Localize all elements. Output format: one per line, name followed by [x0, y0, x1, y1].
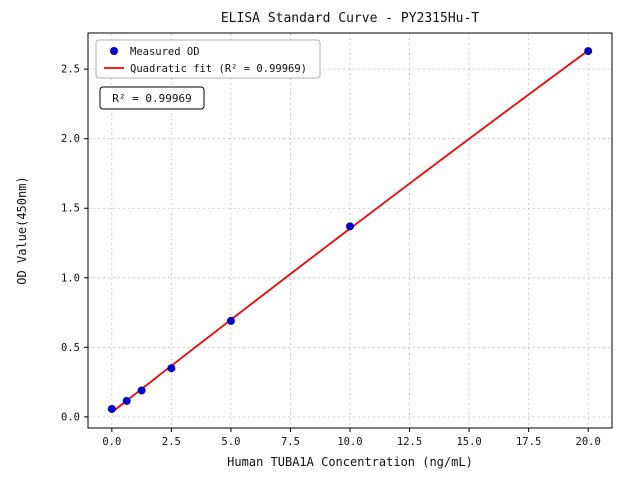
y-tick-label: 2.0: [61, 133, 80, 145]
x-tick-label: 2.5: [162, 436, 181, 448]
legend-label-quadratic-fit: Quadratic fit (R² = 0.99969): [130, 63, 307, 75]
data-point: [107, 404, 116, 413]
x-tick-label: 5.0: [221, 436, 240, 448]
x-tick-label: 20.0: [576, 436, 601, 448]
legend-label-measured-od: Measured OD: [130, 46, 200, 58]
data-point: [137, 386, 146, 395]
x-tick-label: 10.0: [337, 436, 362, 448]
chart-title: ELISA Standard Curve - PY2315Hu-T: [221, 11, 479, 26]
data-point: [346, 222, 354, 231]
data-point: [584, 47, 593, 56]
x-tick-label: 17.5: [516, 436, 541, 448]
legend-marker-measured-od: [110, 47, 118, 55]
y-tick-label: 0.5: [61, 342, 80, 354]
y-tick-label: 2.5: [61, 64, 80, 76]
data-point: [122, 396, 131, 405]
tick-labels: 0.0 2.5 5.0 7.5 10.0 12.5 15.0 17.5 20.0 0.0 0.5 1.…: [61, 64, 601, 448]
legend: Measured OD Quadratic fit (R² = 0.99969): [95, 39, 321, 79]
x-tick-label: 12.5: [397, 436, 422, 448]
x-tick-label: 0.0: [102, 436, 121, 448]
y-tick-label: 0.0: [61, 411, 80, 423]
y-tick-label: 1.0: [61, 272, 80, 284]
y-tick-label: 1.5: [61, 203, 80, 215]
measured-od-points: [107, 47, 593, 413]
x-tick-label: 15.0: [456, 436, 481, 448]
axis-ticks: [84, 68, 589, 432]
y-axis-label: OD Value(450nm): [15, 176, 29, 284]
r-squared-annotation: R² = 0.99969: [99, 86, 205, 110]
r-squared-text: R² = 0.99969: [112, 92, 191, 105]
data-point: [167, 364, 176, 373]
x-tick-label: 7.5: [281, 436, 300, 448]
x-axis-label: Human TUBA1A Concentration (ng/mL): [227, 455, 473, 469]
data-point: [226, 316, 235, 325]
